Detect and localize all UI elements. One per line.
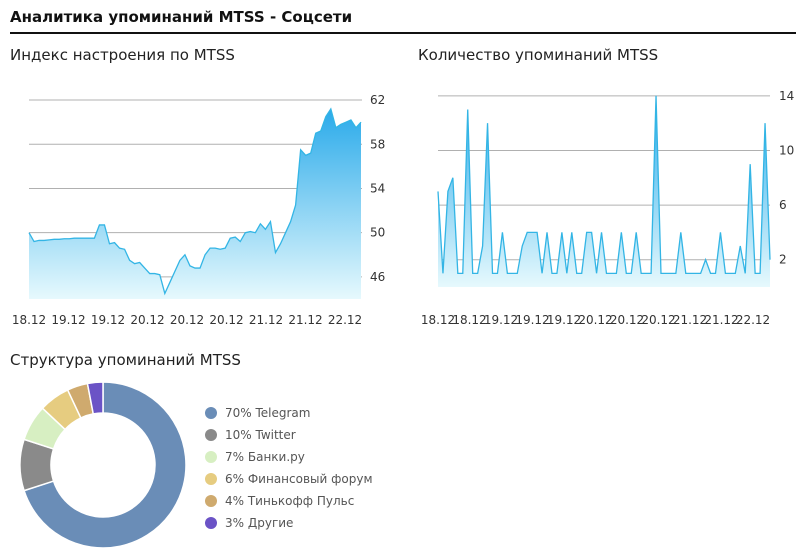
mentions-chart-title: Количество упоминаний MTSS <box>418 46 659 64</box>
y-tick-label: 54 <box>370 181 385 195</box>
mentions-chart: 26101418.1218.1219.1219.1219.1220.1220.1… <box>421 89 794 327</box>
x-tick-label: 18.12 <box>12 313 46 327</box>
sentiment-chart: 46 50 54 58 62 18.12 19.12 19.12 20.12 20.12 20.12… <box>12 93 385 327</box>
y-tick-label: 62 <box>370 93 385 107</box>
legend-item: 7% Банки.ру <box>205 446 373 468</box>
x-tick-label: 19.12 <box>515 313 549 327</box>
x-tick-label: 20.12 <box>130 313 164 327</box>
y-tick-label: 46 <box>370 270 385 284</box>
legend-swatch <box>205 429 217 441</box>
x-tick-label: 20.12 <box>641 313 675 327</box>
x-tick-label: 18.12 <box>421 313 455 327</box>
pie-slice <box>23 381 187 549</box>
legend-swatch <box>205 517 217 529</box>
x-tick-label: 20.12 <box>610 313 644 327</box>
x-tick-label: 19.12 <box>91 313 125 327</box>
legend-label: 6% Финансовый форум <box>225 472 373 486</box>
x-tick-label: 20.12 <box>209 313 243 327</box>
x-tick-label: 21.12 <box>704 313 738 327</box>
pie-legend: 70% Telegram 10% Twitter 7% Банки.ру 6% Фин… <box>205 402 373 534</box>
series-line <box>28 107 362 296</box>
legend-label: 4% Тинькофф Пульс <box>225 494 355 508</box>
x-tick-label: 18.12 <box>452 313 486 327</box>
legend-label: 7% Банки.ру <box>225 450 305 464</box>
page-title: Аналитика упоминаний MTSS - Соцсети <box>10 8 353 26</box>
legend-item: 10% Twitter <box>205 424 373 446</box>
legend-label: 10% Twitter <box>225 428 296 442</box>
legend-swatch <box>205 451 217 463</box>
y-tick-label: 58 <box>370 137 385 151</box>
legend-item: 6% Финансовый форум <box>205 468 373 490</box>
x-tick-label: 20.12 <box>170 313 204 327</box>
legend-item: 70% Telegram <box>205 402 373 424</box>
x-tick-label: 21.12 <box>673 313 707 327</box>
pie-slice <box>86 381 104 415</box>
series-line <box>437 95 771 274</box>
legend-label: 3% Другие <box>225 516 294 530</box>
legend-swatch <box>205 407 217 419</box>
structure-chart-title: Структура упоминаний MTSS <box>10 351 241 369</box>
x-tick-label: 21.12 <box>288 313 322 327</box>
y-tick-label: 6 <box>779 198 787 212</box>
x-tick-label: 22.12 <box>328 313 362 327</box>
x-tick-label: 21.12 <box>249 313 283 327</box>
legend-swatch <box>205 495 217 507</box>
x-tick-label: 20.12 <box>578 313 612 327</box>
y-tick-label: 2 <box>779 253 787 267</box>
x-tick-label: 19.12 <box>51 313 85 327</box>
legend-swatch <box>205 473 217 485</box>
x-tick-label: 22.12 <box>736 313 770 327</box>
series-area <box>29 108 361 299</box>
x-tick-label: 19.12 <box>484 313 518 327</box>
legend-item: 3% Другие <box>205 512 373 534</box>
legend-label: 70% Telegram <box>225 406 311 420</box>
y-tick-label: 10 <box>779 143 794 157</box>
y-tick-label: 50 <box>370 226 385 240</box>
page-header: Аналитика упоминаний MTSS - Соцсети <box>10 6 796 34</box>
legend-item: 4% Тинькофф Пульс <box>205 490 373 512</box>
x-tick-label: 19.12 <box>547 313 581 327</box>
y-tick-label: 14 <box>779 89 794 103</box>
sentiment-chart-title: Индекс настроения по MTSS <box>10 46 235 64</box>
donut-chart <box>20 381 187 549</box>
